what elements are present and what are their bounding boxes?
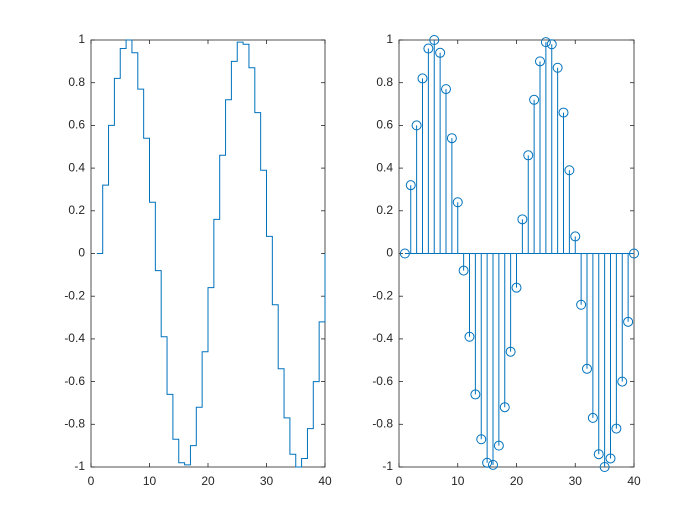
x-tick-label: 10 [451, 474, 465, 488]
y-tick-label: 0.6 [68, 118, 85, 132]
stem-marker [488, 459, 498, 470]
x-tick-label: 0 [396, 474, 403, 488]
stem-marker [564, 165, 575, 176]
stem-marker [611, 423, 622, 434]
stem-marker [476, 434, 487, 445]
stem-marker [423, 43, 434, 54]
y-tick-label: 0.4 [376, 160, 393, 174]
stem-marker [540, 37, 551, 48]
x-tick-label: 0 [88, 474, 95, 488]
stem-marker [441, 84, 451, 95]
y-tick-label: -1 [74, 459, 85, 473]
stem-marker [605, 453, 616, 464]
axes: 0 10 20 30 40 -1 -0.8 -0.6 -0.4 -0.2 0 0.2 0.4 0.6 0.8… [372, 32, 641, 488]
y-tick-label: -0.2 [372, 288, 393, 302]
stem-marker [452, 197, 463, 208]
stem-marker [523, 150, 534, 161]
y-tick-label: -0.4 [64, 331, 85, 345]
stem-marker [576, 299, 587, 310]
y-tick-label: -0.2 [64, 288, 85, 302]
y-tick-label: 0 [78, 246, 85, 260]
y-tick-label: 1 [78, 32, 85, 46]
stem-marker [546, 39, 557, 50]
stem-marker [582, 363, 592, 374]
stem-marker [446, 133, 457, 144]
y-tick-label: -0.6 [372, 374, 393, 388]
y-tick-label: 0.6 [376, 118, 393, 132]
y-tick-label: -0.4 [372, 331, 393, 345]
y-tick-label: 0.8 [376, 75, 393, 89]
stem-marker [587, 412, 598, 423]
x-tick-label: 30 [569, 474, 583, 488]
stairs-line [96, 39, 326, 468]
stem-marker [599, 462, 610, 472]
stem-marker [435, 47, 446, 58]
stem-marker [593, 449, 604, 460]
stem-marker [629, 248, 639, 259]
stem-marker [570, 231, 581, 242]
stem-marker [535, 56, 545, 67]
axes: 0 10 20 30 40 -1 -0.8 -0.6 -0.4 -0.2 0 0.2 0.4 0.6 0.8… [64, 32, 332, 488]
stem-marker [529, 94, 540, 105]
stem-marker [552, 62, 563, 73]
x-tick-label: 20 [201, 474, 215, 488]
stem-marker [458, 265, 469, 276]
stem-marker [511, 282, 522, 293]
y-tick-label: 0.2 [376, 203, 393, 217]
stem-marker [405, 180, 416, 191]
stem-marker [505, 346, 516, 357]
x-tick-label: 40 [318, 474, 332, 488]
stem-marker [464, 331, 475, 342]
y-tick-label: 0.2 [68, 203, 85, 217]
stem-marker [417, 73, 428, 84]
stem-marker [617, 376, 628, 387]
y-tick-label: -0.8 [64, 416, 85, 430]
y-tick-label: -1 [382, 459, 393, 473]
stem-marker [493, 440, 504, 451]
y-tick-label: 1 [386, 32, 393, 46]
stem-marker [429, 35, 440, 45]
stem-marker [517, 214, 528, 225]
x-tick-label: 30 [260, 474, 274, 488]
y-tick-label: 0.8 [68, 75, 85, 89]
stem-marker [399, 248, 410, 259]
y-tick-label: 0.4 [68, 160, 85, 174]
stem-marker [623, 316, 634, 327]
stem-marker [482, 457, 493, 468]
stem-marker [411, 120, 422, 131]
stem-marker [470, 389, 481, 400]
x-tick-label: 20 [510, 474, 524, 488]
x-tick-label: 40 [627, 474, 641, 488]
axes-box [90, 39, 326, 468]
y-tick-label: -0.8 [372, 416, 393, 430]
stem-marker [558, 107, 569, 118]
stem-marker [499, 402, 510, 413]
y-tick-label: -0.6 [64, 374, 85, 388]
y-tick-label: 0 [386, 246, 393, 260]
x-tick-label: 10 [143, 474, 157, 488]
